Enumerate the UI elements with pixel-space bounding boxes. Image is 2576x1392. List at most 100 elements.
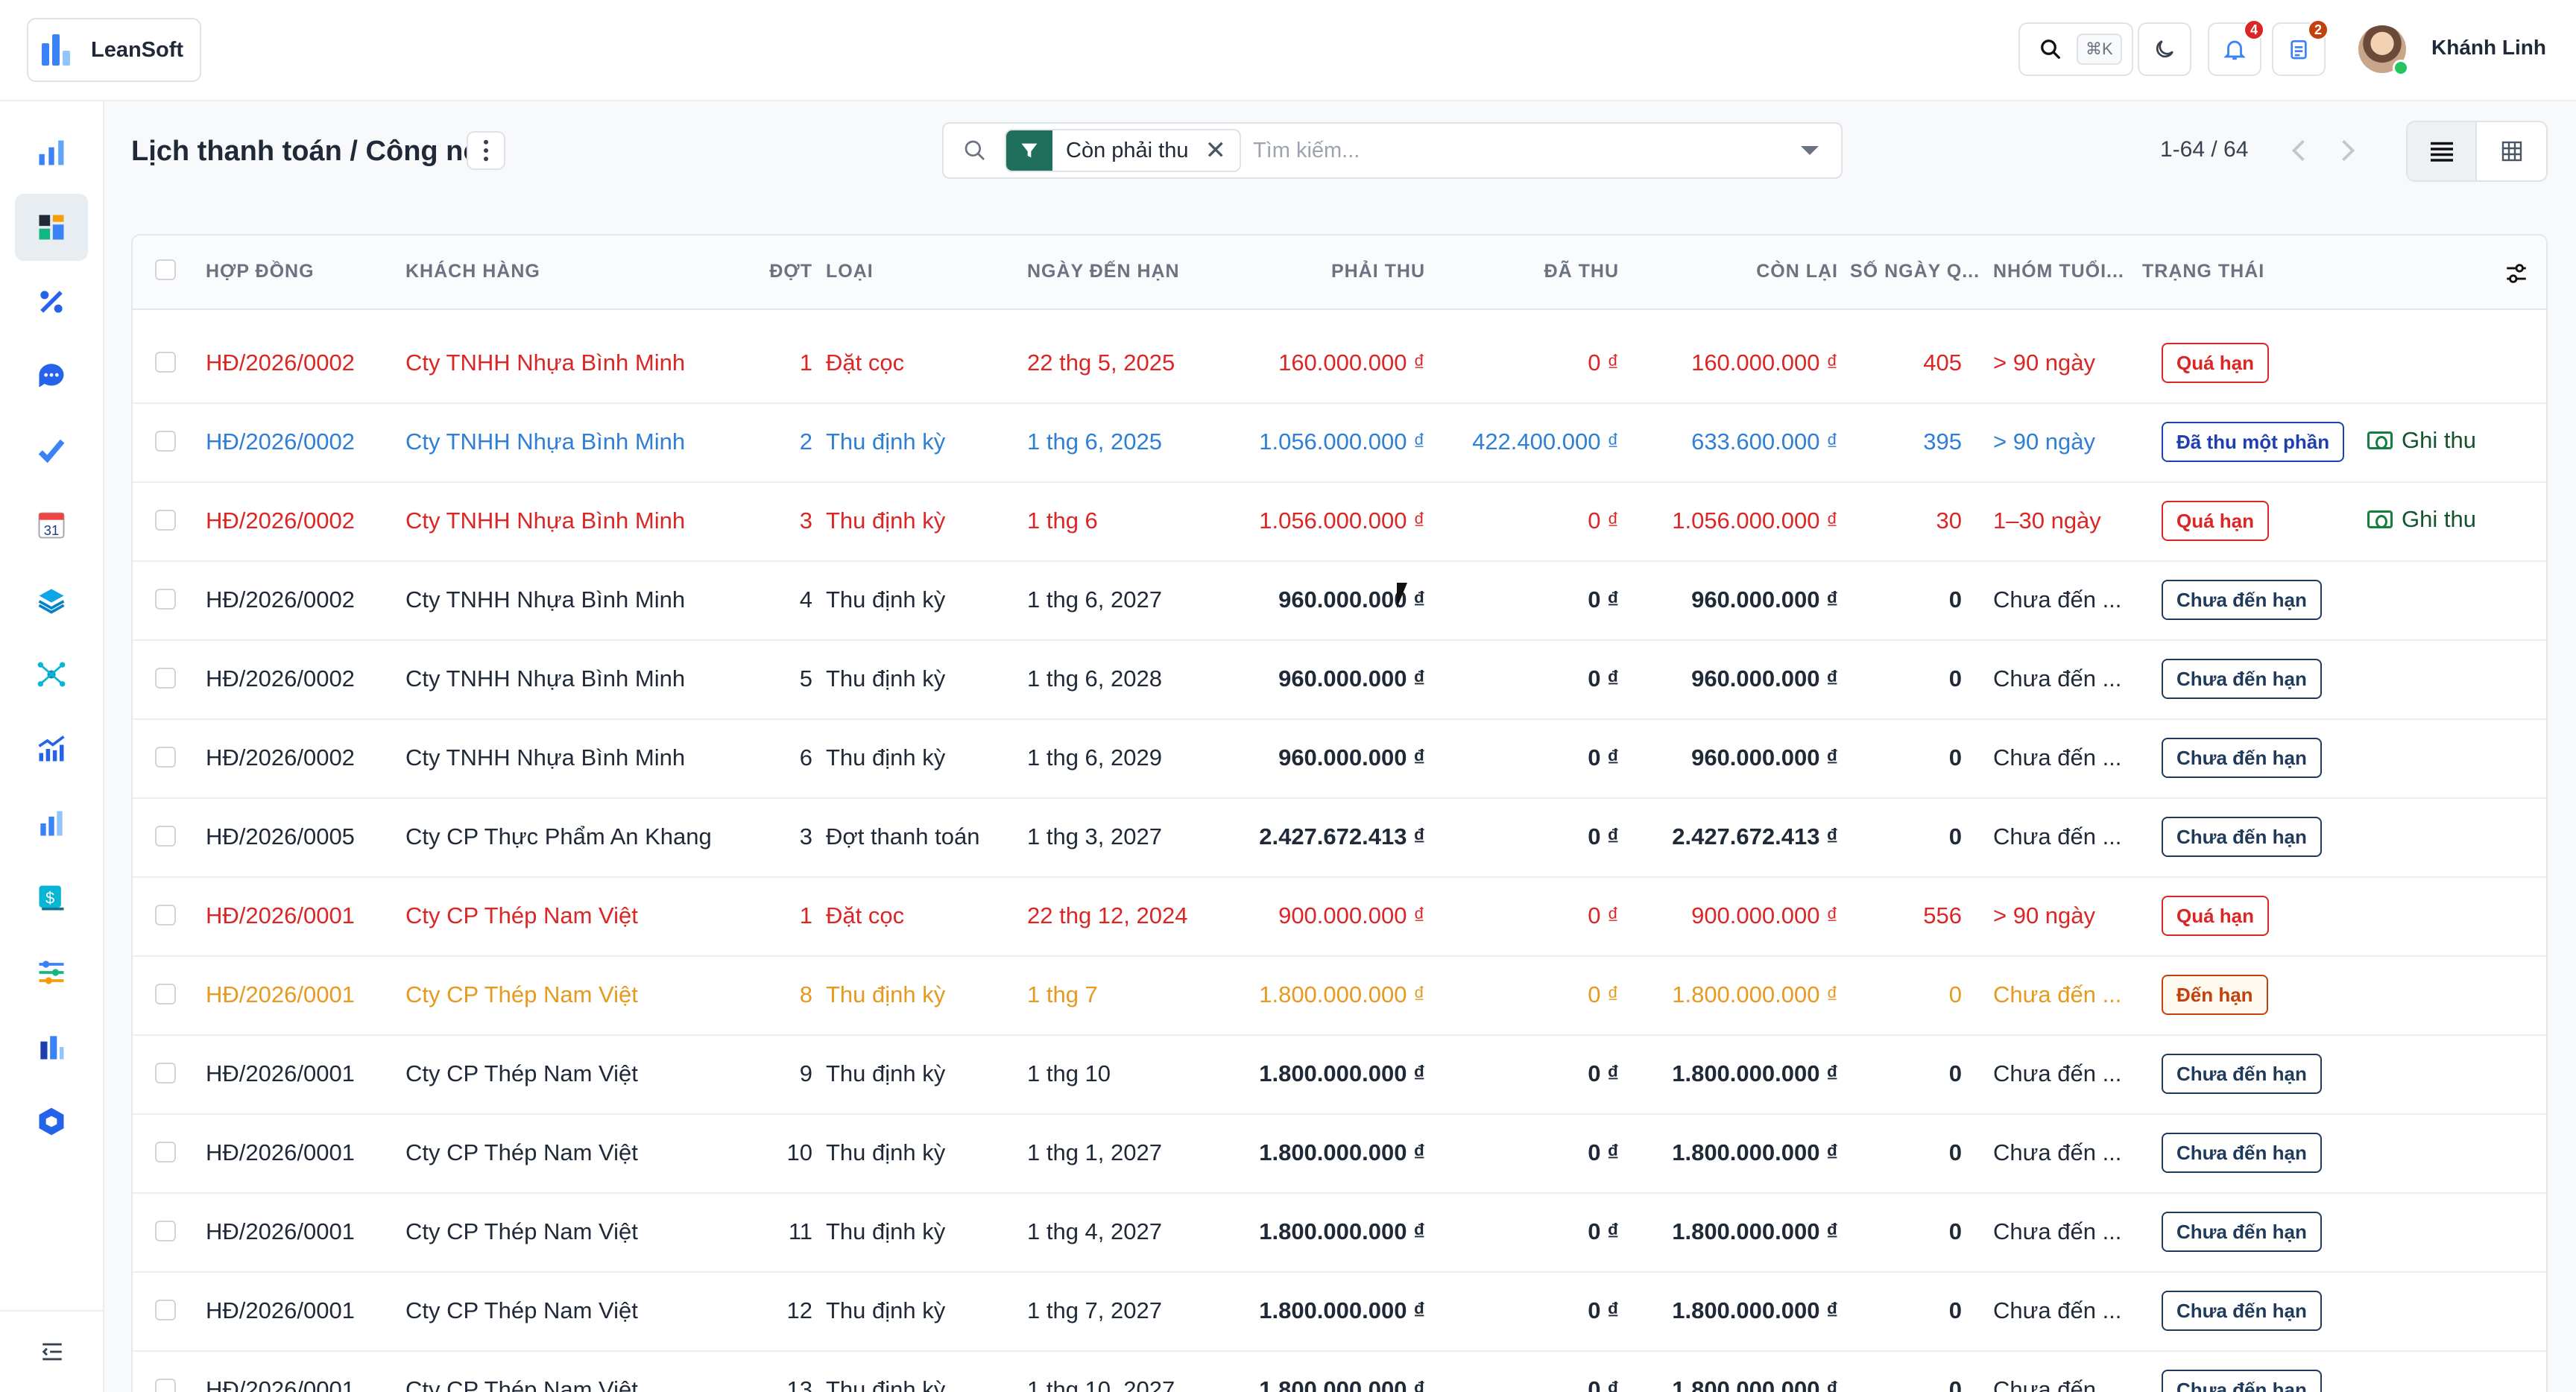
user-name[interactable]: Khánh Linh: [2431, 36, 2546, 59]
sidebar-item-analytics[interactable]: [15, 119, 88, 186]
sidebar-item-settings[interactable]: [15, 939, 88, 1006]
sidebar-item-tasks[interactable]: [15, 417, 88, 484]
cell-customer[interactable]: Cty CP Thép Nam Việt: [405, 1376, 638, 1392]
search-input[interactable]: Tìm kiếm...: [1252, 138, 1360, 162]
cell-contract[interactable]: HĐ/2026/0005: [206, 823, 355, 850]
notifications-button[interactable]: 4: [2208, 19, 2264, 76]
cell-contract[interactable]: HĐ/2026/0001: [206, 981, 355, 1007]
table-row[interactable]: HĐ/2026/0001 Cty CP Thép Nam Việt 12 Thu đị…: [133, 1273, 2546, 1352]
grid-view-button[interactable]: [2477, 122, 2546, 180]
table-row[interactable]: HĐ/2026/0001 Cty CP Thép Nam Việt 11 Thu đị…: [133, 1194, 2546, 1273]
table-row[interactable]: HĐ/2026/0001 Cty CP Thép Nam Việt 1 Đặt cọc…: [133, 878, 2546, 957]
cell-customer[interactable]: Cty CP Thép Nam Việt: [405, 1297, 638, 1323]
sidebar-item-bar-chart[interactable]: [15, 790, 88, 857]
table-row[interactable]: HĐ/2026/0002 Cty TNHH Nhựa Bình Minh 3 Thu …: [133, 483, 2546, 562]
col-status[interactable]: TRẠNG THÁI: [2142, 261, 2265, 282]
cell-customer[interactable]: Cty TNHH Nhựa Bình Minh: [405, 349, 686, 376]
sidebar-item-layers[interactable]: [15, 566, 88, 633]
next-page-button[interactable]: [2333, 136, 2363, 165]
tasks-button[interactable]: 2: [2272, 19, 2329, 76]
remove-filter-icon[interactable]: ✕: [1205, 136, 1226, 165]
cell-contract[interactable]: HĐ/2026/0001: [206, 1139, 355, 1165]
table-row[interactable]: HĐ/2026/0002 Cty TNHH Nhựa Bình Minh 2 Thu …: [133, 404, 2546, 483]
cell-customer[interactable]: Cty CP Thép Nam Việt: [405, 902, 638, 928]
cell-contract[interactable]: HĐ/2026/0002: [206, 744, 355, 771]
col-type[interactable]: LOẠI: [826, 261, 874, 282]
table-row[interactable]: HĐ/2026/0001 Cty CP Thép Nam Việt 13 Thu đị…: [133, 1352, 2546, 1392]
table-row[interactable]: HĐ/2026/0005 Cty CP Thực Phẩm An Khang 3 Đợ…: [133, 799, 2546, 878]
record-payment-button[interactable]: Ghi thu: [2367, 506, 2476, 533]
cell-contract[interactable]: HĐ/2026/0002: [206, 665, 355, 692]
row-checkbox[interactable]: [155, 1063, 176, 1083]
cell-contract[interactable]: HĐ/2026/0001: [206, 1060, 355, 1086]
sidebar-collapse-button[interactable]: [0, 1310, 104, 1392]
cell-customer[interactable]: Cty CP Thực Phẩm An Khang: [405, 823, 712, 850]
cell-customer[interactable]: Cty TNHH Nhựa Bình Minh: [405, 665, 686, 692]
row-checkbox[interactable]: [155, 826, 176, 847]
row-checkbox[interactable]: [155, 352, 176, 373]
cell-customer[interactable]: Cty TNHH Nhựa Bình Minh: [405, 744, 686, 771]
cell-contract[interactable]: HĐ/2026/0001: [206, 1376, 355, 1392]
cell-contract[interactable]: HĐ/2026/0002: [206, 349, 355, 376]
cell-customer[interactable]: Cty CP Thép Nam Việt: [405, 1139, 638, 1165]
sidebar-item-percent[interactable]: [15, 268, 88, 335]
col-remaining[interactable]: CÒN LẠI: [1756, 261, 1838, 282]
cell-contract[interactable]: HĐ/2026/0001: [206, 1297, 355, 1323]
table-row[interactable]: HĐ/2026/0002 Cty TNHH Nhựa Bình Minh 4 Thu …: [133, 562, 2546, 641]
row-checkbox[interactable]: [155, 984, 176, 1005]
col-contract[interactable]: HỢP ĐỒNG: [206, 261, 315, 282]
table-row[interactable]: HĐ/2026/0001 Cty CP Thép Nam Việt 10 Thu đị…: [133, 1115, 2546, 1194]
sidebar-item-dashboard[interactable]: [15, 194, 88, 261]
col-due-date[interactable]: NGÀY ĐẾN HẠN: [1027, 261, 1180, 282]
global-search-button[interactable]: ⌘K: [2018, 22, 2133, 76]
row-checkbox[interactable]: [155, 1300, 176, 1320]
page-actions-button[interactable]: [467, 131, 505, 170]
col-phase[interactable]: ĐỢT: [769, 261, 812, 282]
chevron-down-icon[interactable]: [1801, 146, 1819, 155]
cell-customer[interactable]: Cty CP Thép Nam Việt: [405, 1218, 638, 1244]
cell-customer[interactable]: Cty CP Thép Nam Việt: [405, 981, 638, 1007]
row-checkbox[interactable]: [155, 431, 176, 452]
row-checkbox[interactable]: [155, 1221, 176, 1241]
table-row[interactable]: HĐ/2026/0002 Cty TNHH Nhựa Bình Minh 5 Thu …: [133, 641, 2546, 720]
row-checkbox[interactable]: [155, 510, 176, 531]
active-filter-chip[interactable]: Còn phải thu ✕: [1005, 129, 1241, 172]
cell-customer[interactable]: Cty TNHH Nhựa Bình Minh: [405, 428, 686, 455]
cell-contract[interactable]: HĐ/2026/0001: [206, 902, 355, 928]
dark-mode-toggle[interactable]: [2138, 22, 2191, 76]
cell-contract[interactable]: HĐ/2026/0001: [206, 1218, 355, 1244]
table-row[interactable]: HĐ/2026/0002 Cty TNHH Nhựa Bình Minh 6 Thu …: [133, 720, 2546, 799]
search-filter-bar[interactable]: Còn phải thu ✕ Tìm kiếm...: [942, 122, 1843, 179]
sidebar-item-report[interactable]: [15, 1013, 88, 1081]
sidebar-item-calendar[interactable]: 31: [15, 492, 88, 559]
cell-customer[interactable]: Cty TNHH Nhựa Bình Minh: [405, 507, 686, 534]
sidebar-item-network[interactable]: [15, 641, 88, 708]
cell-contract[interactable]: HĐ/2026/0002: [206, 586, 355, 613]
select-all-checkbox[interactable]: [155, 259, 176, 280]
col-overdue-days[interactable]: SỐ NGÀY Q...: [1850, 261, 1980, 282]
cell-contract[interactable]: HĐ/2026/0002: [206, 507, 355, 534]
col-received[interactable]: ĐÃ THU: [1544, 261, 1619, 282]
row-checkbox[interactable]: [155, 589, 176, 610]
brand-logo-button[interactable]: LeanSoft: [27, 18, 201, 82]
table-row[interactable]: HĐ/2026/0002 Cty TNHH Nhựa Bình Minh 1 Đặt …: [133, 325, 2546, 404]
row-checkbox[interactable]: [155, 668, 176, 689]
col-receivable[interactable]: PHẢI THU: [1330, 261, 1425, 282]
sidebar-item-chat[interactable]: [15, 343, 88, 410]
row-checkbox[interactable]: [155, 747, 176, 768]
table-row[interactable]: HĐ/2026/0001 Cty CP Thép Nam Việt 9 Thu địn…: [133, 1036, 2546, 1115]
column-settings-icon[interactable]: [2503, 261, 2530, 286]
cell-contract[interactable]: HĐ/2026/0002: [206, 428, 355, 455]
row-checkbox[interactable]: [155, 1379, 176, 1392]
table-row[interactable]: HĐ/2026/0001 Cty CP Thép Nam Việt 8 Thu địn…: [133, 957, 2546, 1036]
sidebar-item-finance[interactable]: $: [15, 864, 88, 931]
user-avatar[interactable]: [2358, 25, 2409, 76]
row-checkbox[interactable]: [155, 905, 176, 926]
col-age-group[interactable]: NHÓM TUỔI...: [1993, 261, 2124, 282]
row-checkbox[interactable]: [155, 1142, 176, 1162]
record-payment-button[interactable]: Ghi thu: [2367, 427, 2476, 454]
cell-customer[interactable]: Cty TNHH Nhựa Bình Minh: [405, 586, 686, 613]
col-customer[interactable]: KHÁCH HÀNG: [405, 261, 540, 282]
list-view-button[interactable]: [2408, 122, 2478, 180]
sidebar-item-trend[interactable]: [15, 715, 88, 782]
